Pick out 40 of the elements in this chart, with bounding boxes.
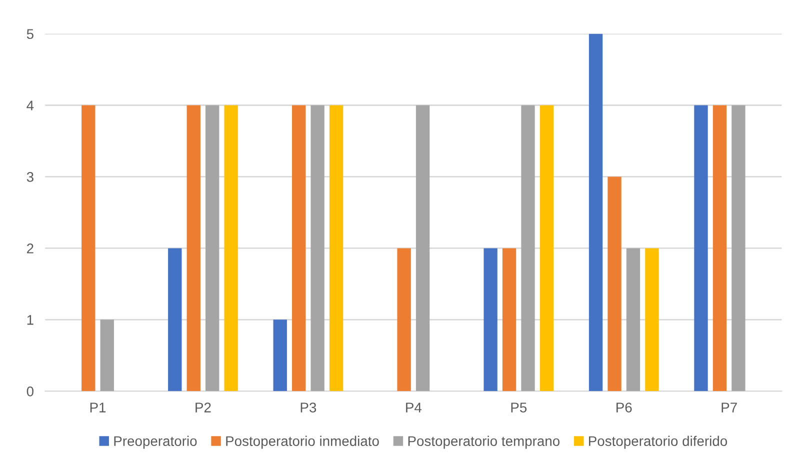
- bar: [329, 105, 344, 392]
- x-tick-label: P7: [722, 402, 737, 412]
- x-tick-label: P4: [406, 402, 422, 412]
- legend-label: Postoperatorio temprano: [408, 436, 560, 449]
- x-tick-label: P2: [196, 402, 211, 412]
- x-tick-label: P3: [300, 402, 316, 412]
- bar: [224, 105, 238, 392]
- y-tick-label: 3: [26, 172, 34, 182]
- x-tick-label: P1: [90, 402, 106, 412]
- bar: [186, 105, 200, 392]
- y-tick-label: 1: [27, 315, 34, 325]
- legend-label: Postoperatorio inmediato: [226, 436, 379, 449]
- x-tick-label: P5: [511, 402, 527, 412]
- bar: [206, 105, 220, 392]
- bar: [732, 105, 746, 392]
- bar: [168, 248, 182, 392]
- y-tick-label: 2: [27, 244, 34, 254]
- bar: [82, 105, 96, 392]
- bar: [608, 176, 622, 392]
- legend-label: Postoperatorio diferido: [589, 436, 728, 449]
- bar: [416, 105, 430, 392]
- bar: [588, 34, 603, 392]
- x-tick-label: P6: [616, 402, 632, 412]
- y-tick-label: 4: [26, 100, 34, 110]
- bar: [645, 248, 659, 392]
- bar: [502, 248, 516, 392]
- bar: [694, 105, 708, 392]
- bar: [292, 105, 306, 392]
- bar: [712, 105, 727, 392]
- bar: [310, 105, 324, 392]
- y-tick-label: 0: [26, 386, 34, 396]
- bar: [540, 105, 554, 392]
- bar: [626, 248, 640, 392]
- y-tick-label: 5: [26, 29, 34, 39]
- bar: [484, 248, 498, 392]
- bar: [273, 320, 287, 392]
- bar: [397, 248, 411, 392]
- bar: [100, 320, 114, 392]
- legend-label: Preoperatorio: [114, 436, 197, 449]
- bar: [521, 105, 535, 392]
